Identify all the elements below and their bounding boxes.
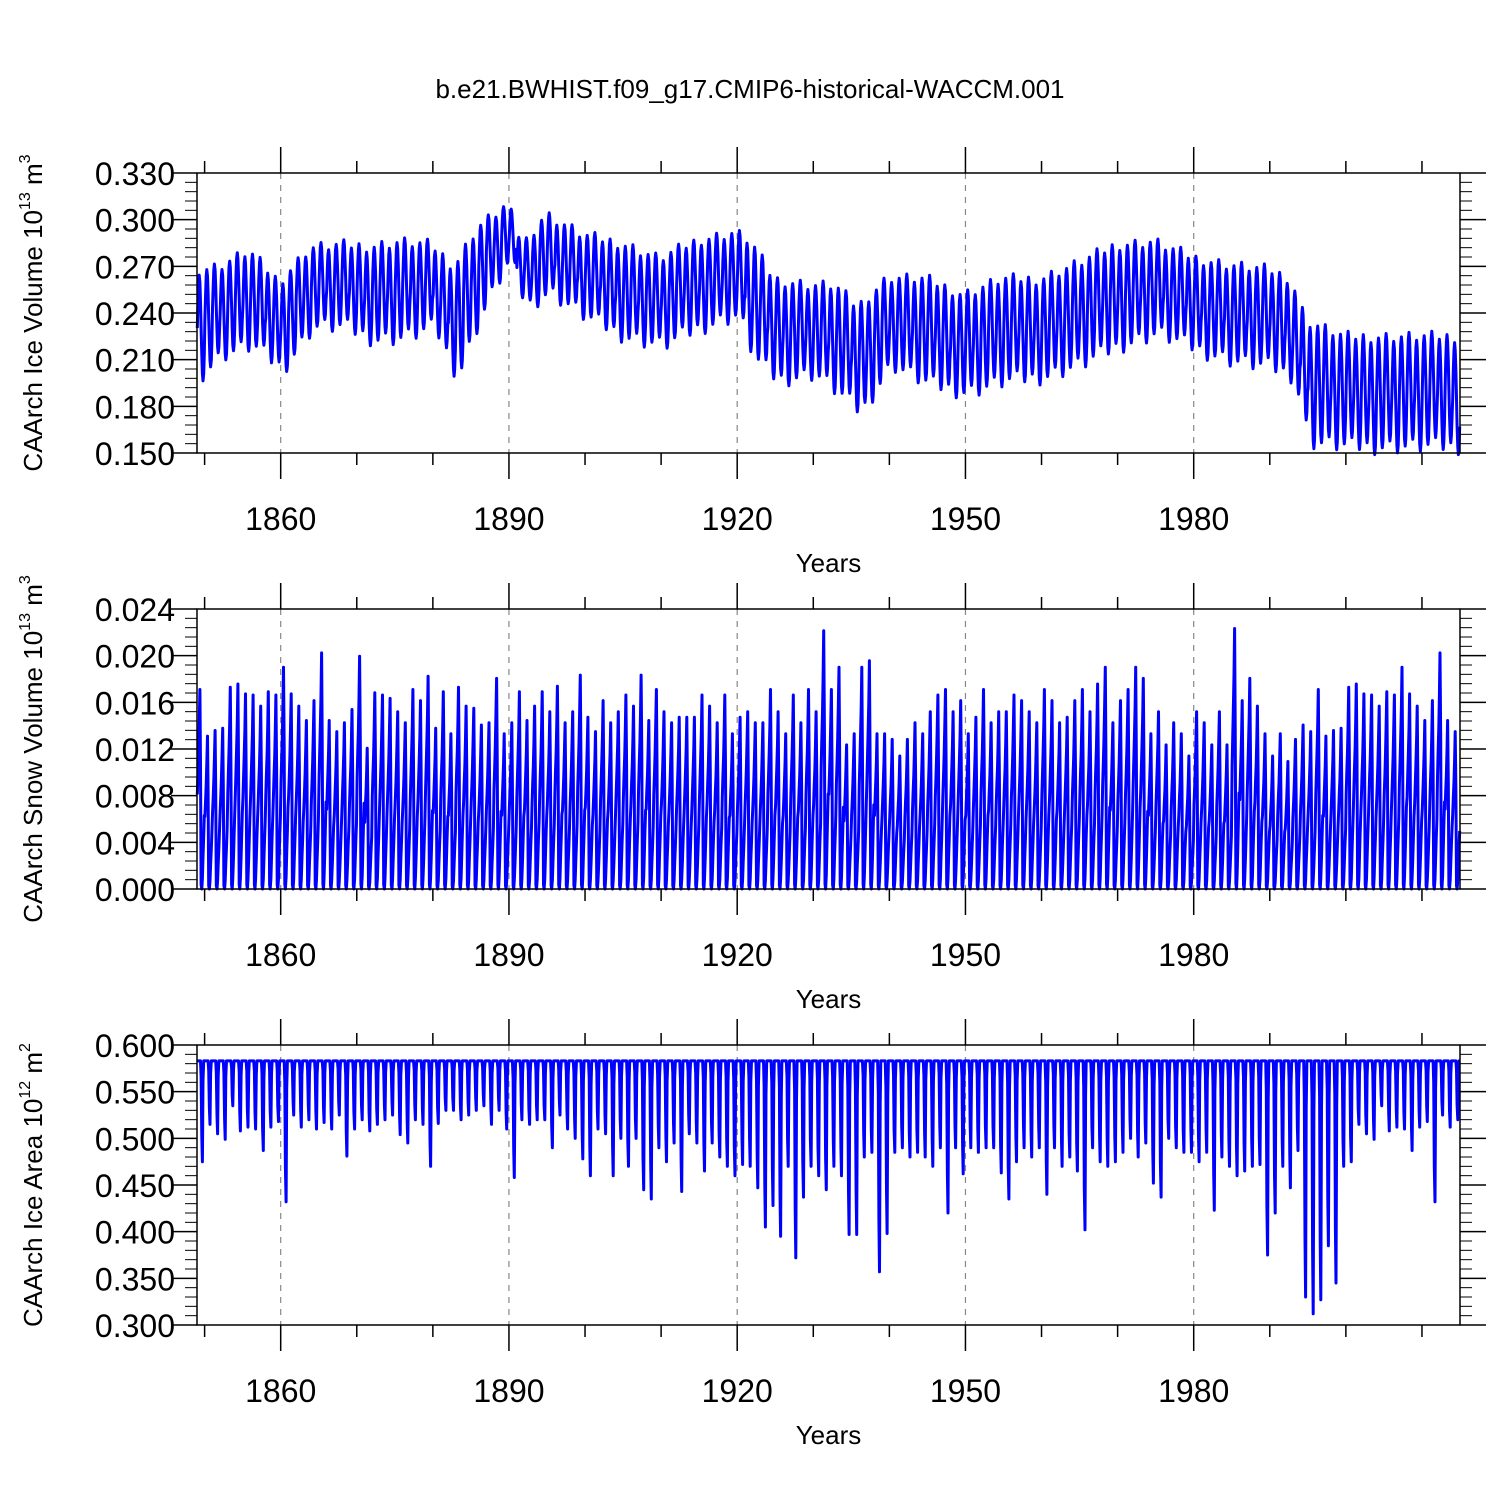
x-tick-label: 1950 <box>930 1373 1001 1409</box>
x-tick-label: 1980 <box>1158 501 1229 537</box>
data-series-line <box>195 205 1462 457</box>
y-tick-label: 0.000 <box>95 872 175 908</box>
y-tick-label: 0.550 <box>95 1075 175 1111</box>
x-tick-label: 1890 <box>473 1373 544 1409</box>
x-tick-label: 1980 <box>1158 937 1229 973</box>
data-series-line <box>195 627 1462 891</box>
x-tick-label: 1890 <box>473 937 544 973</box>
y-tick-label: 0.300 <box>95 1308 175 1344</box>
x-tick-label: 1950 <box>930 937 1001 973</box>
y-tick-label: 0.270 <box>95 249 175 285</box>
x-axis-label: Years <box>796 1420 862 1450</box>
y-tick-label: 0.020 <box>95 639 175 675</box>
x-tick-label: 1890 <box>473 501 544 537</box>
x-tick-label: 1920 <box>702 501 773 537</box>
y-tick-label: 0.210 <box>95 343 175 379</box>
y-tick-label: 0.004 <box>95 825 175 861</box>
y-tick-label: 0.400 <box>95 1215 175 1251</box>
panel-3: 0.300 0.350 0.400 0.450 0.500 0.550 0.600 1860 1… <box>17 1019 1486 1450</box>
y-tick-label: 0.008 <box>95 779 175 815</box>
x-tick-label: 1920 <box>702 937 773 973</box>
y-tick-label: 0.240 <box>95 296 175 332</box>
panel-1: 0.150 0.180 0.210 0.240 0.270 0.300 0.330 1860 1… <box>17 147 1486 578</box>
y-tick-label: 0.600 <box>95 1028 175 1064</box>
y-tick-label: 0.330 <box>95 156 175 192</box>
y-tick-label: 0.150 <box>95 436 175 472</box>
y-tick-label: 0.450 <box>95 1168 175 1204</box>
x-tick-label: 1860 <box>245 501 316 537</box>
chart-title: b.e21.BWHIST.f09_g17.CMIP6-historical-WA… <box>435 74 1064 104</box>
x-tick-label: 1860 <box>245 937 316 973</box>
y-axis-label: CAArch Ice Volume 1013 m3 <box>17 154 48 471</box>
x-axis-label: Years <box>796 548 862 578</box>
y-tick-label: 0.024 <box>95 592 175 628</box>
x-tick-label: 1920 <box>702 1373 773 1409</box>
x-axis-label: Years <box>796 984 862 1014</box>
y-tick-label: 0.180 <box>95 389 175 425</box>
x-tick-label: 1860 <box>245 1373 316 1409</box>
panel-2: 0.000 0.004 0.008 0.012 0.016 0.020 0.024 1860 1… <box>17 575 1486 1014</box>
y-tick-label: 0.350 <box>95 1261 175 1297</box>
data-series-line <box>196 1059 1461 1316</box>
y-tick-label: 0.012 <box>95 732 175 768</box>
y-tick-label: 0.500 <box>95 1121 175 1157</box>
y-axis-label: CAArch Snow Volume 1013 m3 <box>17 575 48 923</box>
y-axis-label: CAArch Ice Area 1012 m2 <box>17 1043 48 1327</box>
y-tick-label: 0.300 <box>95 203 175 239</box>
y-tick-label: 0.016 <box>95 685 175 721</box>
x-tick-label: 1980 <box>1158 1373 1229 1409</box>
x-tick-label: 1950 <box>930 501 1001 537</box>
